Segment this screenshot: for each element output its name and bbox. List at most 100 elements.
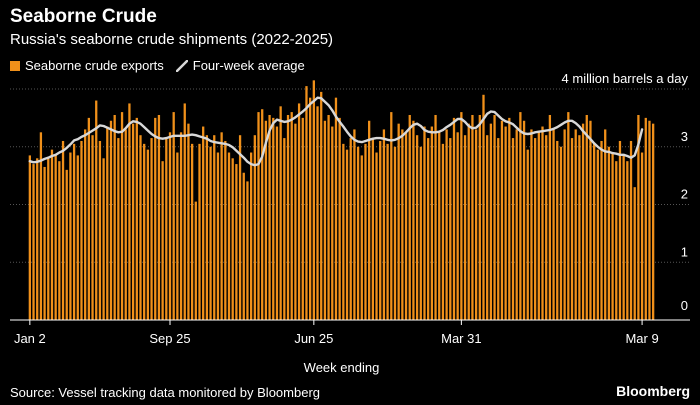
bar [463, 135, 467, 320]
bar [607, 146, 611, 320]
bar [87, 117, 90, 320]
bar [449, 138, 452, 320]
bar [497, 138, 500, 320]
bar [50, 149, 54, 320]
bar [504, 126, 507, 320]
bar [342, 143, 345, 320]
bar [629, 140, 633, 320]
bar [290, 112, 293, 320]
bar [493, 114, 496, 320]
bar [585, 114, 588, 320]
bar [618, 140, 622, 320]
bar [640, 152, 644, 320]
legend: Seaborne crude exports Four-week average [10, 58, 305, 73]
bar [154, 117, 157, 320]
bar [360, 155, 363, 320]
bar [283, 138, 286, 320]
bar [301, 117, 304, 320]
chart-title: Seaborne Crude [10, 6, 157, 27]
bar [334, 97, 338, 320]
bar [537, 132, 540, 320]
bar [563, 129, 566, 320]
y-tick-label: 2 [681, 187, 688, 202]
bar [286, 114, 290, 320]
bar [172, 112, 175, 320]
source-note: Source: Vessel tracking data monitored b… [10, 385, 321, 400]
bar [309, 97, 312, 320]
bar [611, 152, 614, 320]
bar [331, 126, 334, 320]
bar [146, 149, 150, 320]
bar [471, 114, 474, 320]
bar [519, 112, 522, 320]
bar [28, 155, 31, 320]
bar [652, 123, 655, 321]
bar [187, 123, 190, 321]
bar [202, 126, 205, 320]
bar [427, 138, 430, 320]
bar [183, 103, 186, 320]
bar [478, 114, 481, 320]
bar [644, 117, 647, 320]
bar [368, 120, 371, 320]
bar [460, 112, 463, 320]
bar [95, 100, 98, 320]
bar [198, 143, 201, 320]
bar [216, 152, 220, 320]
bar [139, 135, 142, 320]
bar [593, 143, 596, 320]
legend-item-line: Four-week average [175, 58, 305, 73]
bar [320, 91, 323, 320]
bar [98, 140, 102, 320]
bar [220, 132, 223, 320]
bar [441, 143, 445, 320]
bar [190, 143, 194, 320]
x-axis-title: Week ending [304, 360, 380, 375]
bar [574, 129, 577, 320]
bar [570, 138, 574, 320]
bar [131, 123, 135, 321]
bar [268, 114, 271, 320]
bar [434, 114, 437, 320]
bar [382, 129, 386, 320]
bar [349, 138, 352, 320]
bar [69, 152, 72, 320]
legend-bar-swatch-icon [10, 60, 20, 71]
bar [452, 117, 456, 320]
bar [209, 146, 212, 320]
bar [168, 132, 172, 320]
bar [364, 143, 367, 320]
bar [47, 158, 50, 320]
bar [567, 112, 570, 320]
bar [356, 146, 360, 320]
bar [135, 117, 138, 320]
bar [128, 103, 131, 320]
bar [415, 135, 419, 320]
bar [157, 114, 161, 320]
bar [238, 135, 242, 320]
bar [242, 172, 245, 320]
bar [345, 149, 349, 320]
bar [58, 161, 61, 320]
bar [109, 120, 113, 320]
bar [323, 120, 327, 320]
bar [305, 86, 308, 320]
y-tick-label: 3 [681, 129, 688, 144]
bar [581, 123, 585, 321]
bar [526, 149, 529, 320]
bar [622, 155, 625, 320]
bar [423, 126, 426, 320]
bar [253, 135, 256, 320]
bar [482, 94, 485, 321]
bar [456, 132, 459, 320]
bar [515, 129, 518, 320]
bar [548, 114, 552, 320]
bar [327, 114, 330, 320]
bar [150, 138, 153, 320]
y-tick-label: 0 [681, 298, 688, 313]
bar [397, 123, 400, 321]
bar [390, 112, 393, 320]
bar [106, 126, 109, 320]
x-tick-label: Jun 25 [294, 331, 333, 346]
